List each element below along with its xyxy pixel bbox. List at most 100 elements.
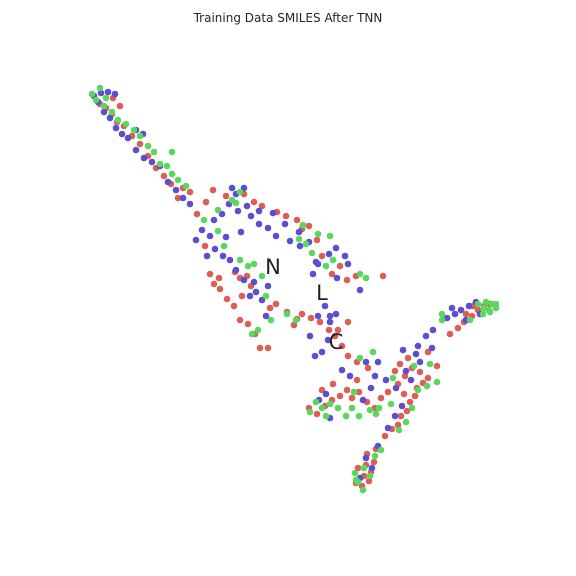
scatter-point [136,132,144,140]
scatter-point [348,394,356,402]
scatter-point [312,398,320,406]
scatter-point [232,266,240,274]
scatter-point [370,458,378,466]
scatter-point [426,360,434,368]
scatter-point [438,316,446,324]
scatter-point [398,402,406,410]
scatter-point [416,358,424,366]
scatter-point [299,221,307,229]
scatter-point [264,344,272,352]
scatter-point [148,158,156,166]
scatter-point [192,236,200,244]
scatter-point [325,326,333,334]
scatter-point [220,242,228,250]
scatter-point [164,178,172,186]
scatter-point [433,378,441,386]
scatter-point [480,304,488,312]
scatter-point [356,286,364,294]
scatter-point [451,310,459,318]
scatter-point [391,367,399,375]
scatter-point [359,396,367,404]
scatter-point [313,410,321,418]
scatter-point [182,182,190,190]
scatter-point [209,186,217,194]
scatter-point [308,249,316,257]
scatter-point [144,142,152,150]
scatter-point [492,300,500,308]
scatter-point [414,386,422,394]
scatter-point [341,252,349,260]
scatter-point [346,372,354,380]
cluster-label: N [265,255,281,279]
scatter-point [172,186,180,194]
scatter-point [466,316,474,324]
scatter-point [236,256,244,264]
scatter-point [408,404,416,412]
scatter-point [344,318,352,326]
scatter-point [334,404,342,412]
scatter-point [332,310,340,318]
scatter-point [395,426,403,434]
scatter-point [223,295,231,303]
scatter-point [255,207,263,215]
points-layer [88,84,500,494]
scatter-point [326,312,334,320]
scatter-point [210,216,218,224]
scatter-point [286,237,294,245]
scatter-point [160,172,168,180]
scatter-point [314,260,322,268]
scatter-point [336,262,344,270]
scatter-point [362,274,370,282]
scatter-point [262,292,270,300]
scatter-point [416,368,424,376]
scatter-point [402,418,410,426]
scatter-point [238,292,246,300]
scatter-point [256,344,264,352]
scatter-point [446,330,454,338]
scatter-point [214,206,222,214]
scatter-point [247,212,255,220]
scatter-point [318,386,326,394]
chart-title: Training Data SMILES After TNN [193,11,383,25]
scatter-point [399,346,407,354]
scatter-point [282,212,290,220]
scatter-point [255,220,263,228]
scatter-point [422,332,430,340]
scatter-point [328,270,336,278]
scatter-point [163,162,171,170]
scatter-point [296,242,304,250]
scatter-point [486,308,494,316]
series-1 [90,88,484,482]
scatter-point [203,252,211,260]
scatter-point [316,318,324,326]
scatter-point [313,236,321,244]
scatter-point [462,310,470,318]
scatter-point [384,424,392,432]
scatter-point [262,312,270,320]
scatter-point [389,374,397,382]
scatter-point [281,220,289,228]
scatter-point [355,388,363,396]
scatter-point [198,226,206,234]
scatter-point [222,192,230,200]
scatter-point [423,382,431,390]
scatter-point [174,176,182,184]
scatter-point [368,464,376,472]
scatter-point [168,148,176,156]
scatter-point [387,400,395,408]
scatter-point [258,272,266,280]
scatter-point [344,260,352,268]
scatter-point [136,140,144,148]
scatter-point [362,454,370,462]
scatter-point [200,216,208,224]
scatter-point [292,316,300,324]
scatter-point [325,250,333,258]
scatter-point [96,84,104,92]
series-2 [88,84,500,494]
scatter-point [329,380,337,388]
scatter-point [353,376,361,384]
scatter-point [375,404,383,412]
scatter-point [130,126,138,134]
scatter-point [210,280,218,288]
